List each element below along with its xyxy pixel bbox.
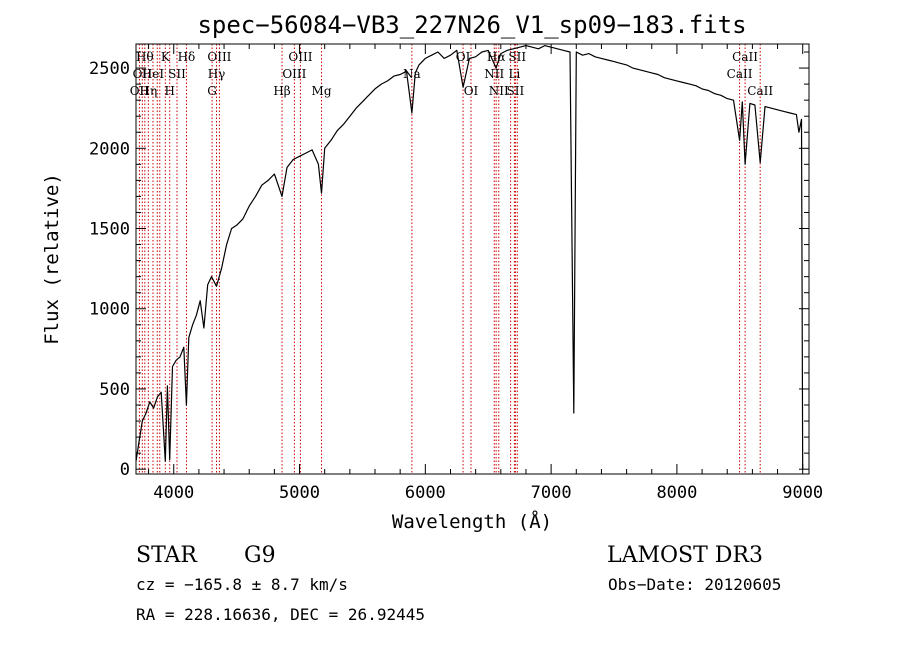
- x-tick-label-1: 5000: [279, 483, 320, 503]
- object-class: STAR: [136, 543, 198, 568]
- object-subclass: G9: [244, 543, 276, 568]
- line-label-2: Hθ: [136, 50, 154, 64]
- chart-title: spec−56084−VB3_227N26_V1_sp09−183.fits: [197, 11, 746, 39]
- y-axis-label: Flux (relative): [41, 173, 63, 345]
- line-label-20: OI: [464, 84, 479, 98]
- x-tick-label-2: 6000: [405, 483, 446, 503]
- line-label-29: CaII: [732, 50, 758, 64]
- spectral-line-labels: OII OII Hθ Hη HeI K H SII Hδ G Hγ OIII Hβ OIII OIII Mg N…: [130, 50, 774, 98]
- y-tick-label-2: 1000: [89, 300, 130, 320]
- survey-name: LAMOST DR3: [607, 543, 763, 568]
- line-label-27: SII: [508, 50, 526, 64]
- line-label-15: OIII: [282, 67, 306, 81]
- x-axis-label: Wavelength (Å): [392, 510, 552, 533]
- line-label-13: OIII: [207, 50, 231, 64]
- line-label-28: CaII: [727, 67, 753, 81]
- x-tick-label-3: 7000: [531, 483, 572, 503]
- line-label-11: G: [207, 84, 217, 98]
- line-label-7: K: [161, 50, 171, 64]
- line-label-23: NII: [489, 84, 509, 98]
- line-label-8: H: [164, 84, 174, 98]
- line-label-12: Hγ: [208, 67, 226, 81]
- line-label-4: HeI: [142, 67, 165, 81]
- line-label-17: Mg: [312, 84, 332, 98]
- x-tick-label-0: 4000: [153, 483, 194, 503]
- plot-frame: [135, 43, 810, 475]
- y-tick-label-0: 0: [120, 460, 130, 480]
- y-tick-label-1: 500: [99, 380, 130, 400]
- obs-date: Obs−Date: 20120605: [608, 575, 781, 594]
- y-tick-label-5: 2500: [89, 59, 130, 79]
- info-block: STAR G9 cz = −165.8 ± 8.7 km/s RA = 228.…: [136, 543, 781, 624]
- line-label-30: CaII: [747, 84, 773, 98]
- line-label-3: Hη: [139, 84, 157, 98]
- x-axis: 4000 5000 6000 7000 8000 9000: [148, 44, 823, 503]
- line-label-16: OIII: [288, 50, 312, 64]
- ra-dec: RA = 228.16636, DEC = 26.92445: [136, 605, 425, 624]
- y-tick-label-4: 2000: [89, 139, 130, 159]
- spectral-line-markers: [138, 44, 761, 474]
- line-label-25: Li: [508, 67, 520, 81]
- line-label-21: NII: [484, 67, 504, 81]
- y-axis: 0 500 1000 1500 2000 2500: [89, 51, 809, 480]
- line-label-26: SII: [507, 84, 525, 98]
- y-tick-label-3: 1500: [89, 220, 130, 240]
- x-tick-label-4: 8000: [656, 483, 697, 503]
- line-label-0: OII: [130, 84, 150, 98]
- line-label-10: Hδ: [178, 50, 196, 64]
- line-label-9: SII: [168, 67, 186, 81]
- line-label-1: OII: [133, 67, 153, 81]
- spectrum-series-line: [135, 45, 804, 470]
- line-label-14: Hβ: [273, 84, 290, 98]
- line-label-18: Na: [403, 67, 421, 81]
- line-label-19: OI: [456, 50, 471, 64]
- x-tick-label-5: 9000: [782, 483, 823, 503]
- redshift-cz: cz = −165.8 ± 8.7 km/s: [136, 575, 348, 594]
